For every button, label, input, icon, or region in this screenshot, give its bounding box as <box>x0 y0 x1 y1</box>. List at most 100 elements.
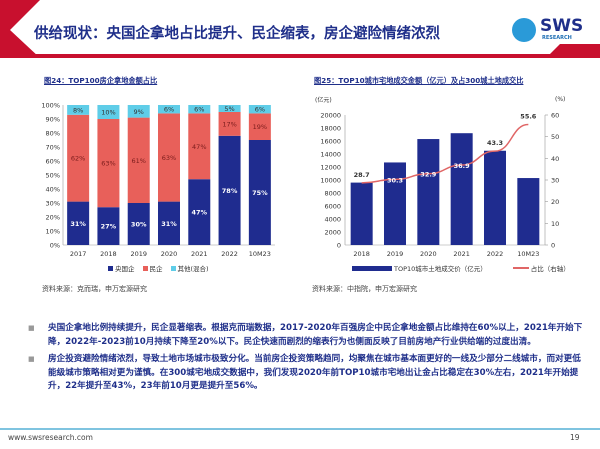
data-label: 31% <box>70 220 86 228</box>
bar-segment <box>97 207 120 245</box>
chart-24-legend: 央国企 民企 其他(混合) <box>108 263 209 273</box>
left-tick-label: 6000 <box>324 203 341 211</box>
line-data-label: 32.9 <box>420 171 437 179</box>
chart-24-title: 图24：TOP100房企拿地金额占比 <box>44 76 158 85</box>
data-label: 63% <box>162 154 176 162</box>
bullet-item: ■ 央国企拿地比例持续提升，民企显著缩表。根据克而瑞数据，2017-2020年百强… <box>28 322 588 349</box>
bar-segment <box>127 117 150 203</box>
bar-segment <box>97 119 120 208</box>
data-label: 17% <box>222 120 236 128</box>
data-label: 6% <box>255 106 265 114</box>
right-tick-label: 60 <box>551 112 559 120</box>
x-tick-label: 2020 <box>161 250 178 258</box>
legend-swatch <box>170 265 176 271</box>
legend-label: 民企 <box>149 265 163 273</box>
line-data-label: 36.9 <box>454 162 471 170</box>
legend-swatch <box>352 265 392 271</box>
line-data-label: 55.6 <box>520 113 537 121</box>
logo-mark-icon <box>512 18 536 42</box>
data-label: 27% <box>101 223 117 231</box>
bar-segment <box>97 105 120 119</box>
x-tick-label: 10M23 <box>249 250 271 258</box>
page-title: 供给现状：央国企拿地占比提升、民企缩表，房企避险情绪浓烈 <box>34 26 440 42</box>
bullet-text: 房企投资避险情绪浓烈，导致土地市场城市极致分化。当前房企投资策略趋同，均聚焦在城… <box>48 354 581 391</box>
y-tick-label: 10% <box>46 228 60 236</box>
legend-swatch <box>108 265 113 271</box>
data-label: 63% <box>101 160 115 168</box>
line-data-label: 28.7 <box>354 171 370 179</box>
bar-segment <box>188 113 211 180</box>
page-number: 19 <box>570 433 580 442</box>
bullet-list: ■ 央国企拿地比例持续提升，民企显著缩表。根据克而瑞数据，2017-2020年百强… <box>28 322 588 398</box>
bar-segment <box>188 179 211 245</box>
sws-logo: SWS RESEARCH <box>512 16 592 46</box>
legend-item: 民企 <box>142 263 163 273</box>
left-tick-label: 0 <box>337 242 341 250</box>
x-tick-label: 2017 <box>70 250 87 258</box>
right-tick-label: 20 <box>551 198 559 206</box>
x-tick-label: 2022 <box>221 250 238 258</box>
chart-25: (亿元) (%) 0 2000 4000 6000 8000 10000 12000 14000 1… <box>315 96 565 258</box>
y-tick-label: 30% <box>46 200 60 208</box>
legend-item: 占比（右轴） <box>512 263 570 273</box>
left-tick-label: 2000 <box>324 229 341 237</box>
left-tick-label: 4000 <box>324 216 341 224</box>
x-tick-label: 2021 <box>453 250 470 258</box>
left-tick-label: 20000 <box>320 112 341 120</box>
x-tick-label: 10M23 <box>517 250 539 258</box>
legend-label: 其他(混合) <box>177 265 209 273</box>
x-tick-label: 2020 <box>420 250 437 258</box>
data-label: 61% <box>131 157 145 165</box>
y-tick-label: 40% <box>46 186 60 194</box>
chart-25-panel: 图25：TOP10城市宅地成交金额（亿元）及占300城土地成交比 (亿元) (%)… <box>300 70 580 300</box>
bar-segment <box>158 201 180 245</box>
legend-item: TOP10城市土地成交价（亿元） <box>352 263 487 273</box>
data-label: 8% <box>73 106 83 114</box>
bar-segment <box>67 114 90 202</box>
data-label: 47% <box>192 209 208 217</box>
chart-24-source: 资料来源：克而瑞，申万宏源研究 <box>42 285 147 293</box>
bullet-marker-icon: ■ <box>28 355 35 363</box>
bar-segment <box>188 105 211 114</box>
right-axis-unit: (%) <box>555 96 565 103</box>
data-label: 62% <box>71 155 85 163</box>
legend-label: 央国企 <box>115 265 135 273</box>
right-tick-label: 50 <box>551 133 559 141</box>
data-label: 6% <box>194 106 204 114</box>
bar <box>350 182 373 245</box>
data-label: 6% <box>164 106 174 114</box>
bar <box>417 139 440 245</box>
x-tick-label: 2022 <box>487 250 504 258</box>
legend-swatch <box>512 267 529 269</box>
bar-segment <box>67 105 90 115</box>
data-label: 30% <box>131 221 147 229</box>
y-tick-label: 100% <box>41 102 60 110</box>
y-tick-label: 90% <box>46 116 60 124</box>
x-tick-label: 2018 <box>100 250 117 258</box>
chart-25-title: 图25：TOP10城市宅地成交金额（亿元）及占300城土地成交比 <box>314 76 524 85</box>
left-tick-label: 8000 <box>324 190 341 198</box>
bar-segment <box>127 105 150 118</box>
data-label: 10% <box>101 109 115 117</box>
x-tick-label: 2019 <box>130 250 147 258</box>
left-tick-label: 18000 <box>320 125 341 133</box>
y-tick-label: 70% <box>46 144 60 152</box>
bar-segment <box>248 113 271 140</box>
chart-25-legend: TOP10城市土地成交价（亿元） 占比（右轴） <box>352 263 570 273</box>
bar-segment <box>158 113 180 202</box>
left-tick-label: 10000 <box>320 177 341 185</box>
bullet-text: 央国企拿地比例持续提升，民企显著缩表。根据克而瑞数据，2017-2020年百强房… <box>48 323 583 347</box>
legend-item: 其他(混合) <box>170 263 209 273</box>
bar-segment <box>248 105 271 114</box>
bar <box>450 133 473 245</box>
chart-24-panel: 图24：TOP100房企拿地金额占比 0% 10% 20% 30% 40% 50% 60% 7… <box>30 70 290 300</box>
data-label: 5% <box>224 105 234 113</box>
left-tick-label: 16000 <box>320 138 341 146</box>
header-decoration <box>0 0 600 58</box>
y-tick-label: 60% <box>46 158 60 166</box>
line-data-label: 43.3 <box>487 139 503 147</box>
x-tick-label: 2018 <box>353 250 370 258</box>
footer-url[interactable]: www.swsresearch.com <box>8 433 93 442</box>
logo-subtext: RESEARCH <box>542 35 572 41</box>
y-tick-label: 50% <box>46 172 60 180</box>
